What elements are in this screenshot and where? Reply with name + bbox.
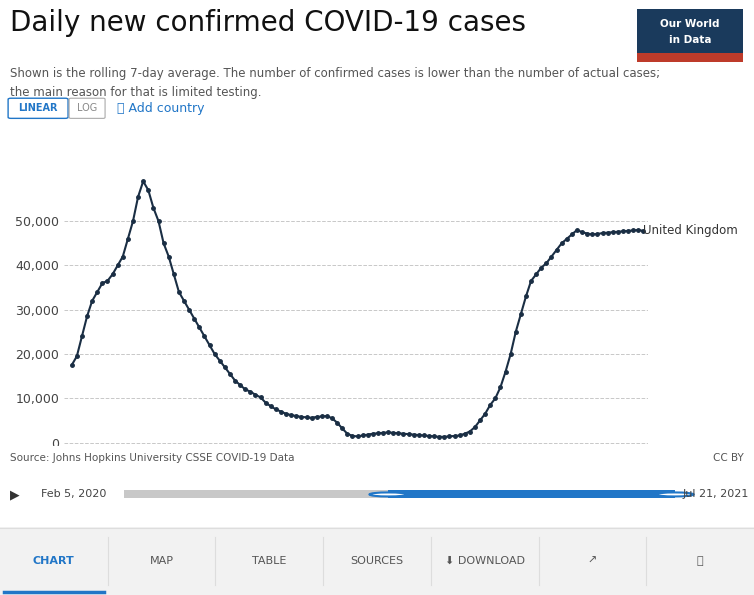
Text: ⭕ Add country: ⭕ Add country (117, 102, 204, 115)
Text: Source: Johns Hopkins University CSSE COVID-19 Data: Source: Johns Hopkins University CSSE CO… (10, 453, 294, 463)
Text: Daily new confirmed COVID-19 cases: Daily new confirmed COVID-19 cases (10, 9, 526, 37)
Circle shape (656, 493, 694, 496)
Text: CHART: CHART (33, 556, 75, 566)
FancyBboxPatch shape (69, 98, 105, 118)
Bar (124, 490, 675, 499)
Text: SOURCES: SOURCES (351, 556, 403, 566)
Text: ⬇ DOWNLOAD: ⬇ DOWNLOAD (445, 556, 525, 566)
Circle shape (369, 493, 407, 496)
FancyBboxPatch shape (8, 98, 68, 118)
Text: LOG: LOG (77, 104, 97, 113)
Text: TABLE: TABLE (252, 556, 287, 566)
Text: CC BY: CC BY (713, 453, 744, 463)
Text: in Data: in Data (669, 35, 711, 45)
Text: United Kingdom: United Kingdom (643, 224, 738, 237)
Text: MAP: MAP (149, 556, 173, 566)
Text: Jul 21, 2021: Jul 21, 2021 (682, 490, 749, 499)
Text: the main reason for that is limited testing.: the main reason for that is limited test… (10, 86, 262, 99)
Bar (637, 53, 743, 62)
Text: ▶: ▶ (10, 488, 20, 501)
Bar (388, 490, 675, 499)
Text: ↗: ↗ (587, 556, 597, 566)
Text: Shown is the rolling 7-day average. The number of confirmed cases is lower than : Shown is the rolling 7-day average. The … (10, 67, 660, 80)
Text: Feb 5, 2020: Feb 5, 2020 (41, 490, 107, 499)
Text: Our World: Our World (661, 19, 719, 29)
Text: LINEAR: LINEAR (18, 104, 58, 113)
Text: ⛶: ⛶ (697, 556, 703, 566)
